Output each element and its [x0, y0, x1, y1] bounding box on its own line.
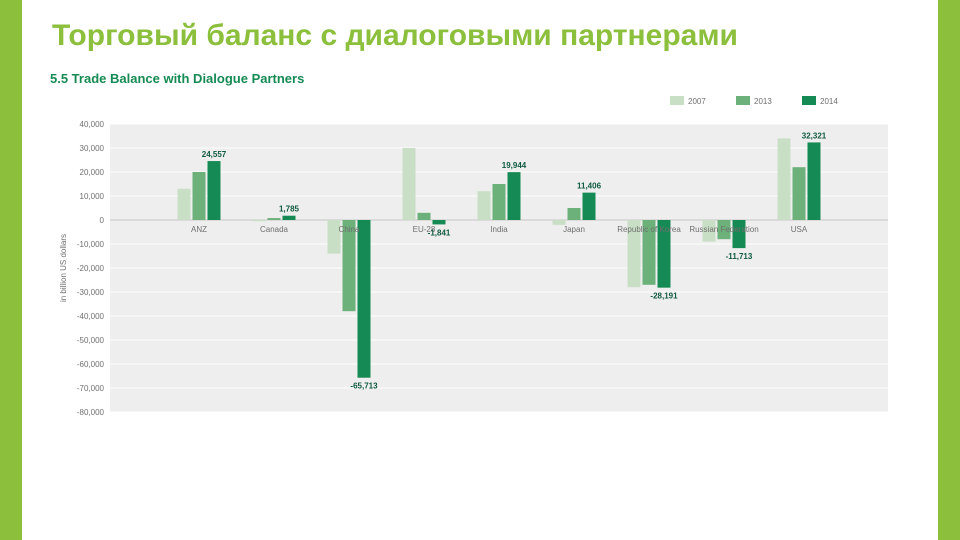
y-tick-label: -60,000	[77, 360, 105, 369]
y-tick-label: -70,000	[77, 384, 105, 393]
bar-value-label: -1,841	[428, 229, 451, 238]
bar-value-label: 11,406	[577, 182, 602, 191]
bar-2013	[568, 208, 581, 220]
legend-label: 2013	[754, 97, 772, 106]
legend-swatch	[802, 96, 816, 105]
trade-balance-chart: 40,000 30,000 20,000 10,000 0 -10,000 -20,000 -…	[50, 92, 908, 442]
bar-2013	[793, 168, 806, 221]
legend-swatch	[736, 96, 750, 105]
y-tick-label: -20,000	[77, 264, 105, 273]
bar-2007	[778, 139, 791, 221]
bar-2013	[268, 218, 281, 220]
y-tick-label: 40,000	[80, 120, 105, 129]
bar-2014	[508, 173, 521, 221]
y-tick-label: 30,000	[80, 144, 105, 153]
slide-title: Торговый баланс с диалоговыми партнерами	[22, 0, 938, 63]
x-tick-label: USA	[791, 225, 808, 234]
y-tick-label: -30,000	[77, 288, 105, 297]
bar-value-label: 19,944	[502, 162, 527, 171]
chart-area: 5.5 Trade Balance with Dialogue Partners…	[50, 71, 910, 442]
bar-2013	[418, 213, 431, 220]
bar-2007	[403, 148, 416, 220]
bar-value-label: -65,713	[350, 382, 378, 391]
y-axis-title: in billion US dollars	[59, 234, 68, 302]
legend-swatch	[670, 96, 684, 105]
bar-2013	[193, 172, 206, 220]
y-tick-label: 10,000	[80, 192, 105, 201]
bar-value-label: -11,713	[726, 253, 753, 262]
bar-2007	[178, 189, 191, 220]
bar-2014	[583, 193, 596, 220]
bar-2007	[253, 220, 266, 221]
bar-2007	[478, 192, 491, 221]
chart-subtitle: 5.5 Trade Balance with Dialogue Partners	[50, 71, 910, 86]
x-tick-label: Canada	[260, 225, 289, 234]
bar-2014	[433, 220, 446, 224]
y-tick-label: 20,000	[80, 168, 105, 177]
x-tick-label: ANZ	[191, 225, 207, 234]
legend-label: 2007	[688, 97, 706, 106]
y-tick-label: -40,000	[77, 312, 105, 321]
x-tick-label: Russian Federation	[689, 225, 758, 234]
x-tick-label: India	[490, 225, 508, 234]
slide-frame: Торговый баланс с диалоговыми партнерами…	[0, 0, 960, 540]
y-tick-label: -50,000	[77, 336, 105, 345]
bar-value-label: 24,557	[202, 150, 227, 159]
legend-label: 2014	[820, 97, 838, 106]
x-tick-label: Republic of Korea	[617, 225, 681, 234]
x-tick-label: China	[339, 225, 360, 234]
x-tick-label: Japan	[563, 225, 585, 234]
y-tick-label: 0	[100, 216, 105, 225]
bar-2014	[208, 161, 221, 220]
bar-2014	[283, 216, 296, 220]
y-tick-label: -80,000	[77, 408, 105, 417]
bar-value-label: 32,321	[802, 132, 827, 141]
y-tick-label: -10,000	[77, 240, 105, 249]
bar-2013	[493, 184, 506, 220]
bar-2014	[808, 143, 821, 221]
bar-value-label: -28,191	[650, 292, 678, 301]
bar-2014	[358, 220, 371, 378]
bar-value-label: 1,785	[279, 205, 300, 214]
